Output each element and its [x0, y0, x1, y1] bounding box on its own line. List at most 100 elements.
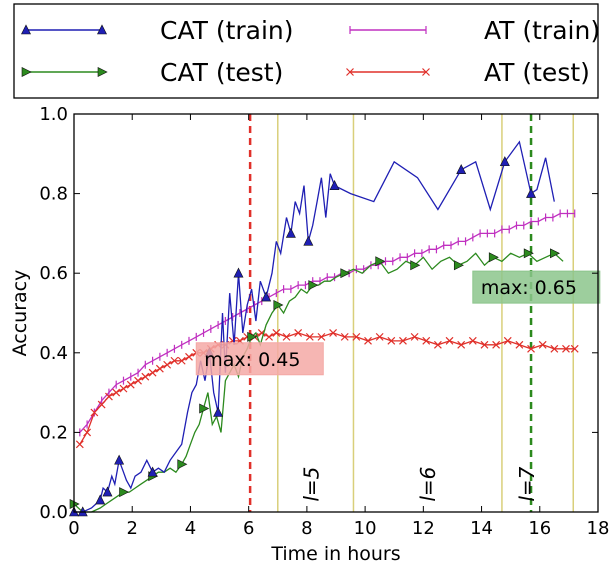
series-line — [79, 212, 575, 433]
phase-label-1: l=6 — [416, 467, 440, 502]
max-reference-lines — [248, 114, 533, 512]
data-point — [329, 328, 338, 337]
data-point — [90, 408, 99, 417]
y-tick-label: 1.0 — [39, 104, 68, 125]
data-point — [538, 340, 547, 349]
data-point — [75, 440, 84, 449]
data-point — [119, 487, 130, 498]
legend-label: CAT (test) — [160, 58, 283, 87]
plot-frame — [73, 113, 599, 513]
data-point — [364, 336, 372, 345]
y-tick-label: 0.6 — [39, 263, 68, 284]
series-at-test — [75, 328, 579, 449]
legend-marker — [422, 68, 430, 76]
legend-item-0: CAT (train) — [21, 16, 294, 45]
data-point — [410, 332, 419, 341]
data-point — [503, 336, 512, 345]
y-tick-label: 0.8 — [39, 184, 68, 205]
data-point — [177, 459, 188, 470]
data-point — [273, 300, 284, 311]
max-at-annotation: max: 0.45 — [195, 342, 324, 376]
x-tick-label: 10 — [354, 518, 377, 539]
data-point — [126, 380, 135, 389]
data-point — [305, 332, 314, 341]
x-tick-label: 8 — [301, 518, 312, 539]
data-point — [282, 332, 291, 341]
annotations-layer: max: 0.45 max: 0.65 — [195, 270, 601, 376]
data-point — [105, 392, 113, 401]
data-point — [155, 364, 164, 373]
annotation-box — [195, 342, 324, 376]
data-point — [375, 332, 384, 341]
legend-marker — [97, 67, 108, 77]
data-point — [261, 291, 272, 302]
legend-item-1: CAT (test) — [21, 58, 283, 87]
data-point — [185, 352, 193, 361]
x-axis-title: Time in hours — [270, 543, 400, 565]
x-tick-label: 6 — [243, 518, 254, 539]
data-point — [453, 260, 464, 271]
data-point — [329, 179, 340, 190]
legend-label: AT (test) — [484, 58, 590, 87]
data-point — [445, 336, 454, 345]
data-point — [480, 340, 489, 349]
legend-marker — [97, 24, 107, 35]
data-point — [527, 344, 535, 353]
legend-marker — [346, 68, 354, 76]
data-point — [340, 268, 351, 279]
data-point — [102, 486, 113, 497]
data-point — [163, 360, 172, 369]
x-tick-label: 14 — [470, 518, 493, 539]
data-point — [492, 340, 501, 349]
legend-label: CAT (train) — [160, 16, 294, 45]
data-point — [308, 280, 319, 291]
legend-box — [13, 3, 599, 99]
data-point — [303, 235, 314, 246]
x-tick-label: 12 — [412, 518, 435, 539]
data-point — [488, 252, 499, 263]
data-point — [213, 406, 224, 417]
x-tick-label: 18 — [587, 518, 610, 539]
data-point — [97, 400, 106, 409]
data-point — [177, 356, 186, 365]
data-point — [387, 336, 396, 345]
data-point — [233, 267, 244, 278]
phase-label-2: l=7 — [515, 466, 539, 501]
data-point — [134, 376, 142, 385]
data-point — [83, 428, 92, 437]
data-point — [285, 227, 296, 238]
legend-item-3: AT (test) — [346, 58, 590, 87]
annotation-label: max: 0.45 — [204, 349, 300, 371]
legend-marker — [21, 24, 31, 35]
phase-lines — [277, 114, 575, 512]
data-point — [147, 466, 158, 477]
data-point — [515, 340, 524, 349]
series-cat-train — [69, 140, 555, 517]
data-point — [95, 494, 106, 505]
annotation-label: max: 0.65 — [481, 277, 577, 299]
x-tick-label: 4 — [185, 518, 196, 539]
x-tick-label: 2 — [126, 518, 137, 539]
data-point — [112, 388, 121, 397]
x-tick-label: 0 — [68, 518, 79, 539]
data-point — [550, 344, 559, 353]
data-point — [562, 344, 570, 353]
annotation-box — [472, 270, 601, 304]
data-point — [317, 332, 326, 341]
data-point — [410, 260, 421, 271]
data-point — [456, 164, 467, 175]
data-point — [570, 344, 579, 353]
data-point — [170, 356, 179, 365]
series-at-train — [79, 209, 576, 437]
data-point — [422, 336, 431, 345]
data-point — [399, 336, 407, 345]
y-tick-label: 0.2 — [39, 422, 68, 443]
phase-label-0: l=5 — [300, 467, 324, 502]
data-point — [265, 332, 273, 341]
data-point — [457, 340, 466, 349]
data-point — [468, 336, 477, 345]
series-layer — [69, 140, 579, 517]
legend: CAT (train) CAT (test) AT (train) AT (test) — [13, 3, 600, 99]
data-point — [550, 248, 561, 259]
